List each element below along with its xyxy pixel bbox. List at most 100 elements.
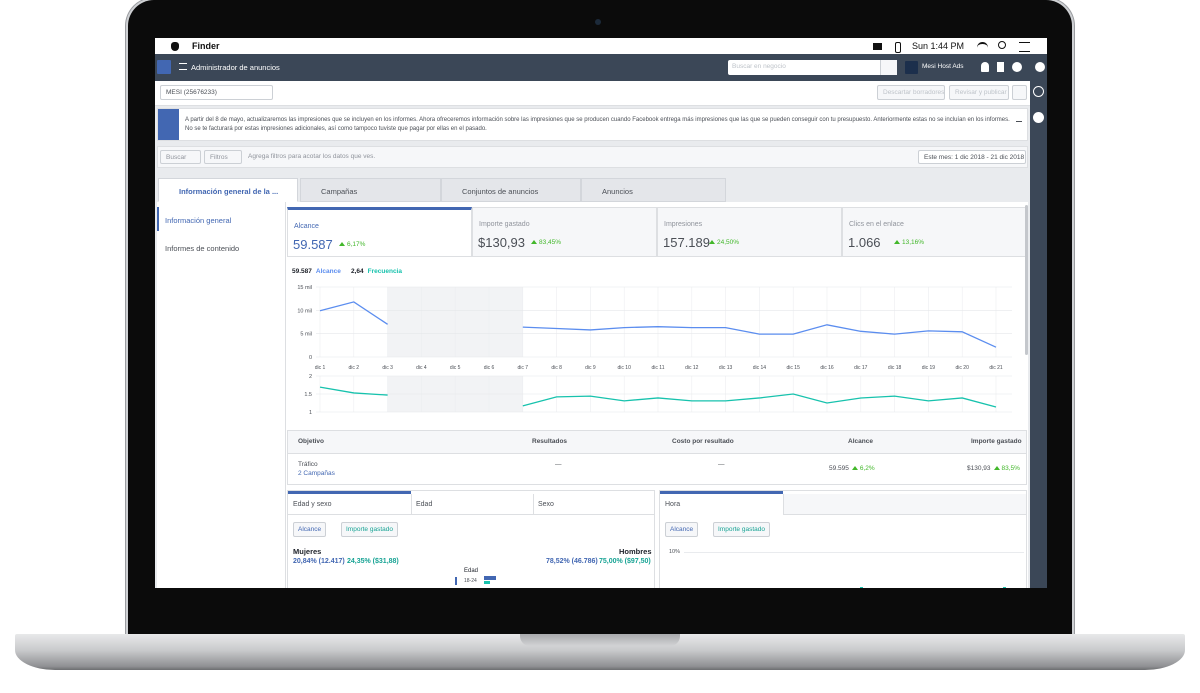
age-group: 18-24 [464,578,477,584]
x-tick-label: dic 2 [349,365,360,371]
volume-icon[interactable] [873,43,882,50]
legend-entry: 2,64 Frecuencia [351,268,402,275]
metric-card: Clics en el enlace 1.066 13,16% [842,207,1027,257]
account-select-text: MESI (25676233) [166,89,217,96]
metric-dropdown[interactable]: Importe gastado [713,522,770,537]
women-spend: 24,35% ($31,88) [347,558,399,565]
search-placeholder: Buscar en negocio [732,63,786,70]
table-cell: Tráfico [298,461,318,468]
search-button[interactable] [880,60,897,75]
metric-value: 157.189 [663,235,710,250]
tab[interactable]: Conjuntos de anuncios [441,178,581,202]
x-tick-label: dic 15 [787,365,801,371]
metric-label: Clics en el enlace [849,221,904,228]
metric-dropdown[interactable]: Alcance [293,522,327,537]
metric-dropdown[interactable]: Alcance [665,522,699,537]
metric-change-value: 24,50% [717,239,740,246]
rail-collapse[interactable] [1033,86,1044,97]
x-tick-label: dic 11 [652,365,665,371]
bluetooth-icon[interactable] [895,42,901,53]
legend-entry: 59.587 Alcance [292,268,341,275]
side-nav-item[interactable]: Informes de contenido [165,244,240,253]
women-label: Mujeres [293,547,322,556]
notifications-icon[interactable] [981,62,989,72]
more-button[interactable] [1012,85,1027,100]
search-filter[interactable]: Buscar [160,150,201,164]
series-line [319,301,997,348]
hour-tab[interactable]: Hora [665,501,681,508]
help-icon[interactable] [1035,62,1045,72]
table-cell: — [718,461,725,468]
date-range-text: Este mes: 1 dic 2018 - 21 dic 2018 [924,154,1025,161]
settings-icon[interactable] [1012,62,1022,72]
age-label: Edad [464,568,479,574]
tab[interactable]: Información general de la ... [158,178,298,202]
laptop-notch [520,634,680,646]
wifi-icon[interactable] [977,42,988,51]
men-reach: 78,52% (46.786) [546,558,598,565]
metric-change: 24,50% [706,239,739,246]
table-header-cell: Alcance [848,438,873,445]
x-tick-label: dic 7 [518,365,529,371]
discard-button[interactable]: Descartar borradores [877,85,945,100]
notice: A partir del 8 de mayo, actualizaremos l… [157,108,1028,141]
up-arrow [851,466,858,470]
review-button[interactable]: Revisar y publicar [949,85,1009,100]
table-header-cell: Resultados [532,438,568,445]
metric-value: 59.587 [293,237,333,252]
y-tick-label: 2 [309,374,312,380]
account-name[interactable]: Mesi Host Ads [922,63,964,70]
fb-logo[interactable] [157,60,171,74]
x-tick-label: dic 6 [484,365,495,371]
breakdown-tab[interactable]: Edad [416,501,433,508]
filters-button[interactable]: Filtros [204,150,242,164]
table-header-cell: Objetivo [298,438,325,445]
hour-grid [684,552,1024,553]
date-range[interactable]: Este mes: 1 dic 2018 - 21 dic 2018 [918,150,1026,164]
tab-label: Información general de la ... [179,187,279,196]
metric-card: Impresiones 157.189 24,50% [657,207,842,257]
metric-label: Impresiones [664,221,703,228]
results-table: Objetivo Resultados Costo por resultado … [287,430,1027,485]
metric-label: Importe gastado [479,221,530,228]
men-label: Hombres [619,547,652,556]
y-tick-label: 1 [309,410,312,416]
tab-label: Anuncios [602,187,633,196]
metric-change-value: 83,45% [539,239,562,246]
x-tick-label: dic 18 [888,365,902,371]
breakdown-tabs [288,494,654,515]
menu-icon[interactable] [1019,42,1030,52]
up-arrow [709,240,715,244]
menu-app[interactable]: Finder [192,41,220,51]
x-tick-label: dic 14 [753,365,767,371]
rail-clock[interactable] [1033,112,1044,123]
account-select[interactable]: MESI (25676233) [160,85,273,100]
x-tick-label: dic 5 [450,365,461,371]
scrollbar [1025,205,1028,355]
tab[interactable]: Anuncios [581,178,726,202]
side-nav-item[interactable]: Información general [165,216,232,225]
app-header: Administrador de anuncios Buscar en nego… [155,54,1047,81]
nav-menu-icon[interactable] [179,63,187,70]
flag-icon[interactable] [997,62,1004,72]
breakdown-tab[interactable]: Edad y sexo [293,501,332,508]
metric-card[interactable]: Alcance 59.587 6,17% [287,207,472,257]
metric-dropdown[interactable]: Importe gastado [341,522,398,537]
table-link[interactable]: 2 Campañas [298,470,335,477]
filter-bar: Buscar Filtros Agrega filtros para acota… [157,146,1028,168]
filters-text: Filtros [210,154,228,161]
breakdown-panel: Edad y sexo Edad Sexo Alcance Importe ga… [287,490,655,588]
menu-clock[interactable]: Sun 1:44 PM [912,41,965,51]
x-tick-label: dic 21 [989,365,1003,371]
spotlight-icon[interactable] [998,41,1006,49]
tab[interactable]: Campañas [300,178,441,202]
age-bar [484,576,496,580]
men-spend: 75,00% ($97,50) [599,558,651,565]
toolbar: MESI (25676233) Descartar borradores Rev… [155,81,1030,106]
notice-text: A partir del 8 de mayo, actualizaremos l… [185,117,1010,132]
notice-close[interactable] [1016,121,1022,128]
tab-divider [783,494,784,514]
breakdown-tab[interactable]: Sexo [538,501,554,508]
apple-icon[interactable] [171,42,179,51]
search-box[interactable]: Buscar en negocio [728,60,897,75]
